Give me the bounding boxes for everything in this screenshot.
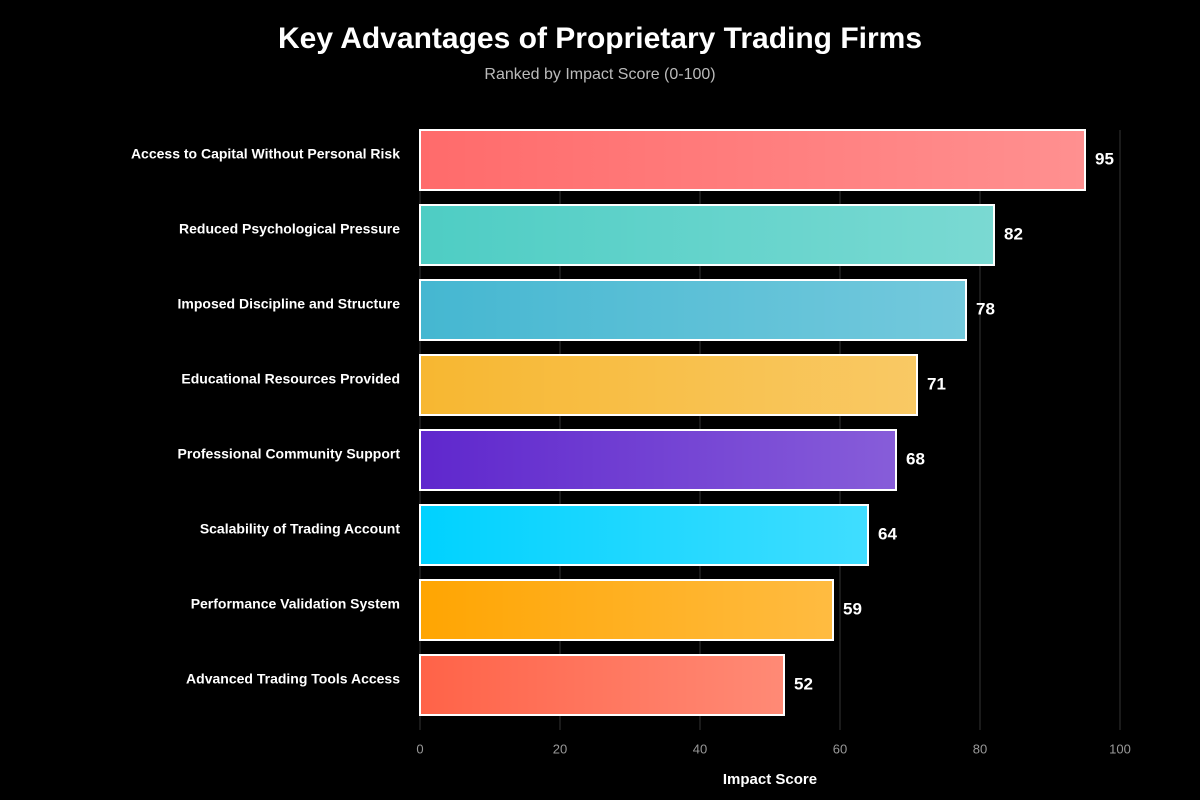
value-label: 95 <box>1095 149 1114 168</box>
bar <box>419 279 967 341</box>
value-label: 64 <box>878 524 897 543</box>
bar <box>419 579 834 641</box>
y-tick-label: Professional Community Support <box>178 446 401 462</box>
y-tick-label: Advanced Trading Tools Access <box>186 671 400 687</box>
value-label: 82 <box>1004 224 1023 243</box>
x-axis-label: Impact Score <box>723 771 817 788</box>
x-tick-label: 0 <box>416 741 423 756</box>
bar <box>419 129 1086 191</box>
value-label: 52 <box>794 674 813 693</box>
value-label: 78 <box>976 299 995 318</box>
bar <box>419 504 869 566</box>
x-tick-label: 80 <box>973 741 987 756</box>
bar <box>419 429 897 491</box>
y-tick-label: Educational Resources Provided <box>181 371 400 387</box>
value-label: 71 <box>927 374 946 393</box>
y-tick-label: Imposed Discipline and Structure <box>178 296 401 312</box>
x-tick-label: 20 <box>553 741 567 756</box>
y-tick-label: Access to Capital Without Personal Risk <box>131 146 400 162</box>
y-tick-label: Scalability of Trading Account <box>200 521 401 537</box>
x-tick-label: 100 <box>1109 741 1131 756</box>
y-tick-label: Reduced Psychological Pressure <box>179 221 400 237</box>
bar <box>419 354 918 416</box>
value-label: 68 <box>906 449 925 468</box>
value-label: 59 <box>843 599 862 618</box>
bar <box>419 654 785 716</box>
chart-subtitle: Ranked by Impact Score (0-100) <box>484 66 715 83</box>
chart-title: Key Advantages of Proprietary Trading Fi… <box>278 22 922 55</box>
x-tick-label: 40 <box>693 741 707 756</box>
y-tick-label: Performance Validation System <box>191 596 400 612</box>
bar <box>419 204 995 266</box>
x-tick-label: 60 <box>833 741 847 756</box>
